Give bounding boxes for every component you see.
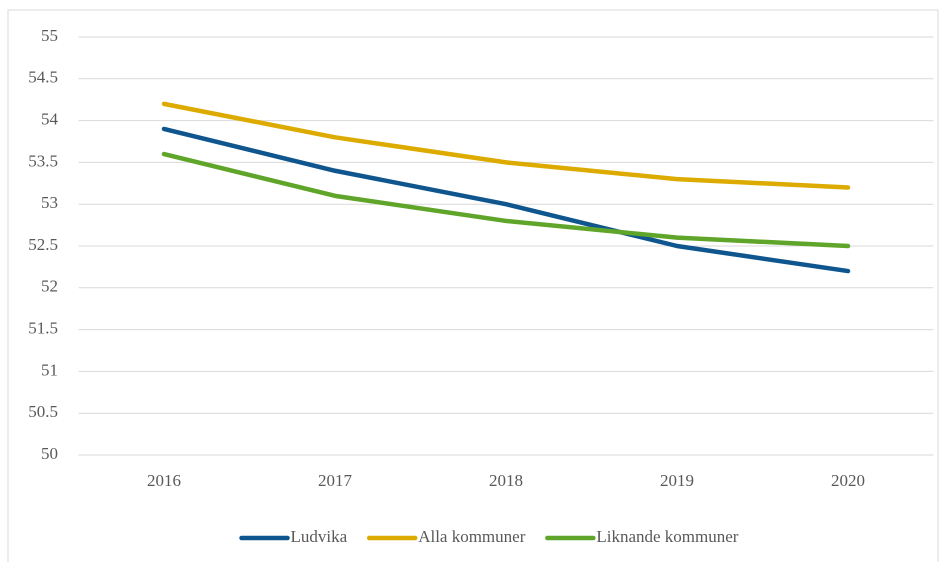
legend-label: Ludvika: [291, 527, 348, 546]
y-tick-label: 50.5: [28, 402, 58, 421]
line-series: [161, 151, 851, 249]
x-tick-label: 2017: [318, 471, 353, 490]
y-tick-label: 50: [41, 444, 58, 463]
x-tick-label: 2018: [489, 471, 523, 490]
x-tick-label: 2020: [831, 471, 865, 490]
y-tick-label: 53.5: [28, 151, 58, 170]
legend-label: Liknande kommuner: [596, 527, 738, 546]
y-tick-label: 52: [41, 277, 58, 296]
x-tick-label: 2016: [147, 471, 181, 490]
y-tick-label: 54: [41, 110, 59, 129]
line-series: [161, 126, 851, 274]
legend-label: Alla kommuner: [418, 527, 526, 546]
y-tick-label: 51: [41, 360, 58, 379]
y-tick-label: 53: [41, 193, 58, 212]
y-tick-label: 51.5: [28, 319, 58, 338]
line-series: [161, 101, 851, 190]
x-tick-label: 2019: [660, 471, 694, 490]
y-tick-label: 52.5: [28, 235, 58, 254]
y-tick-label: 55: [41, 26, 58, 45]
y-tick-label: 54.5: [28, 68, 58, 87]
